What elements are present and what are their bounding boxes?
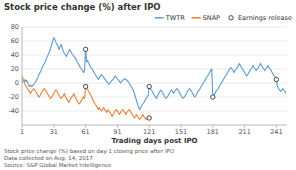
x-tick-label: 211 [238, 128, 250, 136]
legend-item: TWTR [155, 14, 185, 22]
plot-area [22, 38, 286, 121]
y-tick-label: -40 [8, 107, 19, 115]
legend-swatch [192, 17, 201, 19]
earnings-marker [211, 95, 215, 99]
grid-line [22, 41, 287, 42]
y-tick-label: 20 [11, 65, 19, 73]
earnings-marker [83, 47, 87, 51]
grid-line [22, 83, 287, 84]
y-tick-label: 0 [15, 79, 19, 87]
series-line [22, 76, 149, 119]
x-tick-label: 181 [207, 128, 219, 136]
y-tick-label: 40 [11, 51, 19, 59]
x-tick-label: 121 [143, 128, 155, 136]
y-tick-label: -20 [8, 93, 19, 101]
footnote: Data collected on Aug. 14, 2017 [4, 155, 93, 162]
x-tick-label: 241 [270, 128, 282, 136]
x-axis-line [22, 125, 287, 126]
x-axis-label: Trading days post IPO [111, 137, 197, 145]
footnote: Stock price change (%) based on day 1 cl… [4, 148, 175, 155]
earnings-marker [147, 84, 151, 88]
chart: Stock price change (%) after IPO -40 -20 0 2… [0, 0, 296, 170]
legend-item: SNAP [192, 14, 220, 22]
legend-label: Earnings release [238, 14, 292, 22]
legend-label: SNAP [203, 14, 220, 22]
earnings-marker [274, 77, 278, 81]
title: Stock price change (%) after IPO [4, 2, 161, 12]
grid-line [22, 111, 287, 112]
legend-label: TWTR [165, 14, 185, 22]
y-tick-label: 60 [11, 37, 19, 45]
footnote: Source: S&P Global Market Intelligence [4, 162, 112, 169]
legend: TWTR SNAP Earnings release [155, 14, 292, 22]
x-tick-label: 61 [81, 128, 89, 136]
legend-swatch [229, 16, 233, 20]
x-tick-label: 91 [113, 128, 121, 136]
legend-swatch [155, 17, 164, 19]
grid-line [22, 69, 287, 70]
grid-line [22, 55, 287, 56]
grid-line [22, 27, 287, 28]
earnings-marker [147, 116, 151, 120]
legend-item: Earnings release [229, 14, 292, 22]
y-tick-label: 80 [11, 23, 19, 31]
x-tick-label: 1 [20, 128, 24, 136]
earnings-marker [83, 84, 87, 88]
x-tick-label: 31 [50, 128, 58, 136]
x-tick-label: 151 [175, 128, 187, 136]
